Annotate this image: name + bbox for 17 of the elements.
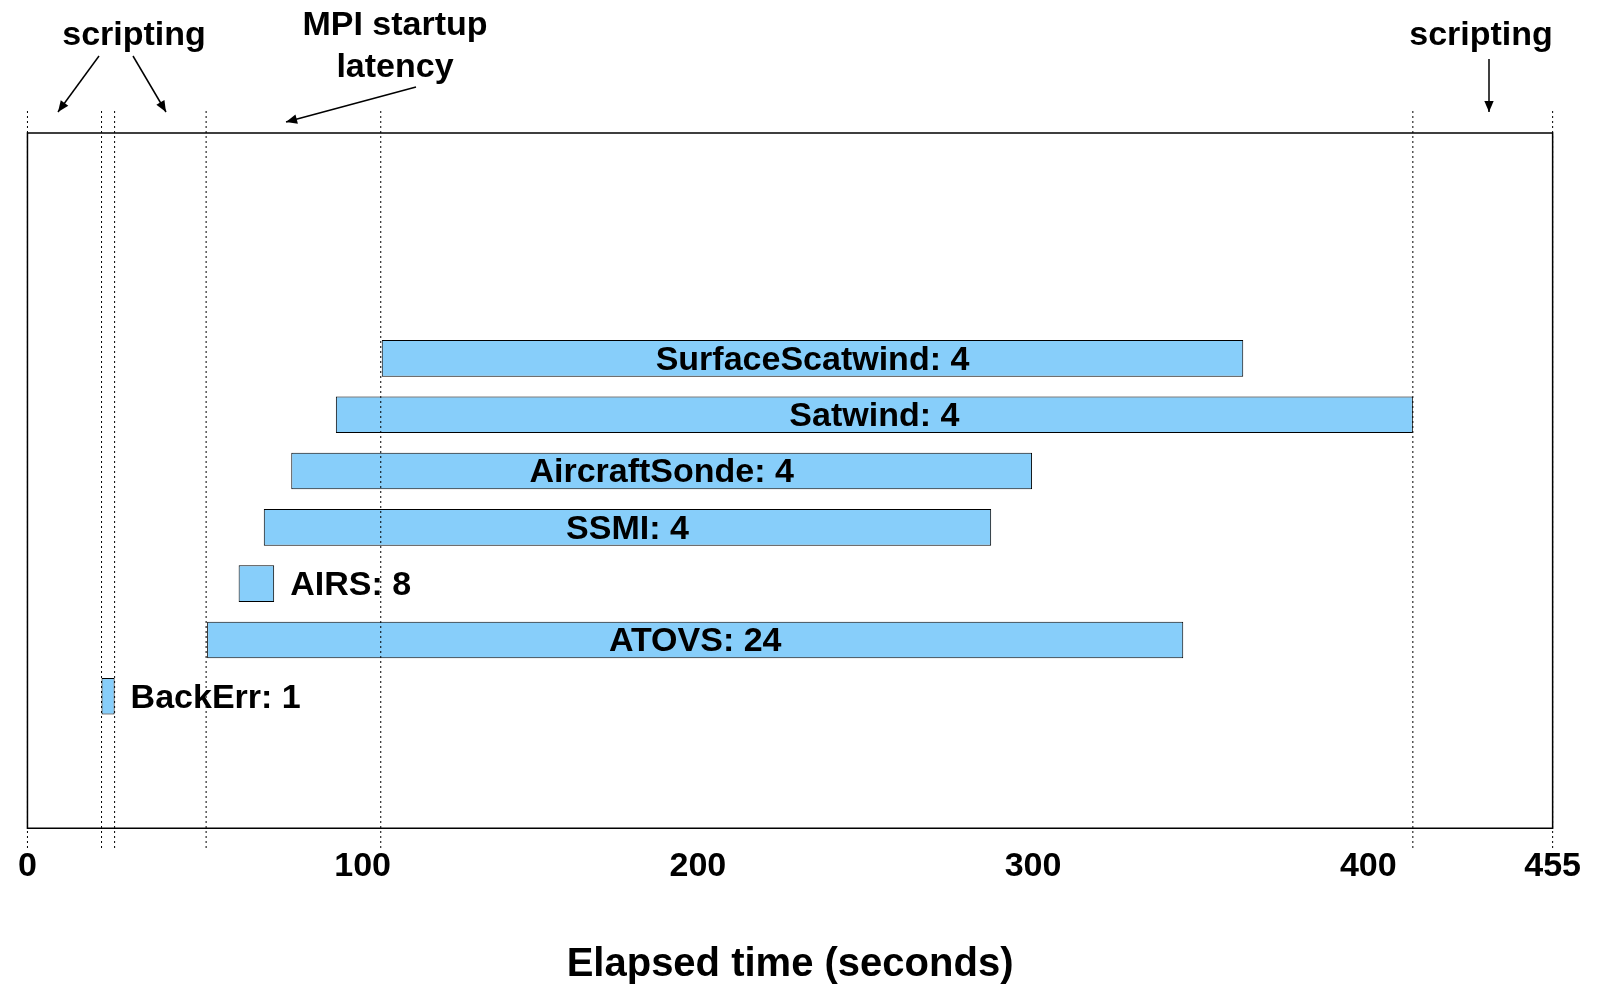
x-tick-label: 400 bbox=[1339, 844, 1397, 883]
x-tick-label: 300 bbox=[1004, 844, 1062, 883]
x-axis-title: Elapsed time (seconds) bbox=[566, 940, 1014, 985]
y-tick-label: SurfaceScatwind: 4 bbox=[655, 338, 970, 377]
x-tick-label: 0 bbox=[17, 844, 37, 883]
text: scripting bbox=[62, 14, 206, 53]
text: MPI startup latency bbox=[302, 4, 488, 85]
y-tick-label: AircraftSonde: 4 bbox=[529, 451, 794, 490]
y-tick-label: BackErr: 1 bbox=[130, 676, 301, 715]
x-tick-label: 455 bbox=[1524, 844, 1581, 883]
text: scripting bbox=[1409, 14, 1553, 53]
y-tick-label: Satwind: 4 bbox=[789, 395, 960, 434]
y-tick-label: AIRS: 8 bbox=[290, 564, 412, 603]
y-tick-label: ATOVS: 24 bbox=[608, 620, 782, 659]
y-tick-label: SSMI: 4 bbox=[566, 507, 689, 546]
x-tick-label: 200 bbox=[669, 844, 727, 883]
x-tick-label: 100 bbox=[334, 844, 392, 883]
